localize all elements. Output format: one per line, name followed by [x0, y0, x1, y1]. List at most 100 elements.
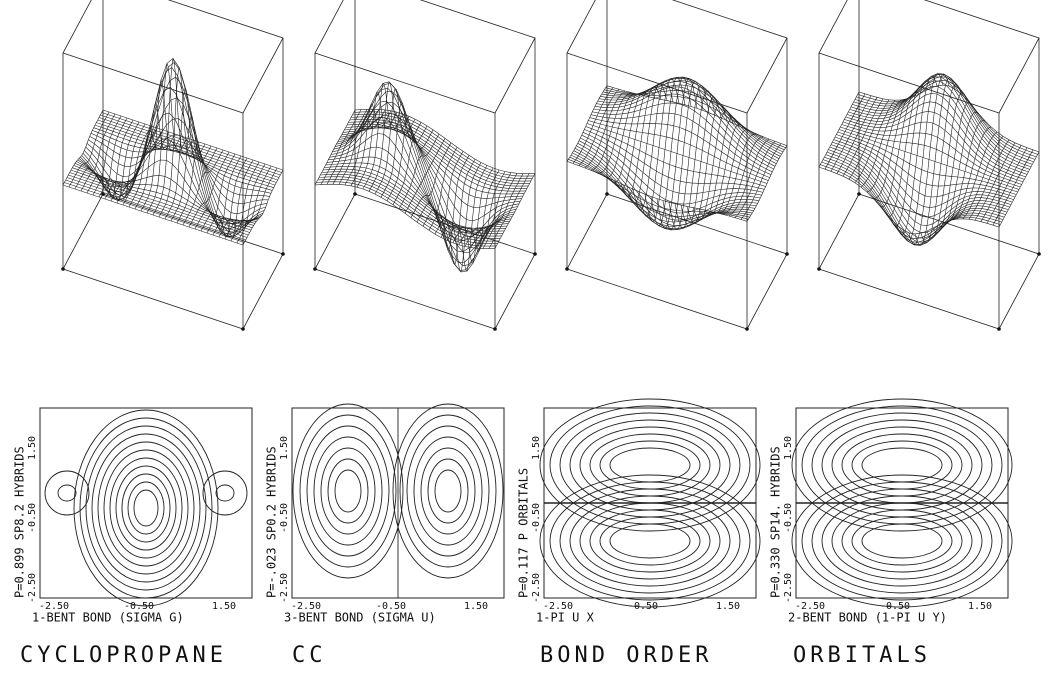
footer-word: CYCLOPROPANE [20, 643, 227, 668]
contour-line [127, 481, 165, 535]
mesh-line [604, 89, 785, 151]
mesh-line [998, 151, 1040, 228]
box-corner [857, 192, 861, 196]
mesh-line [81, 66, 262, 238]
mesh-line [321, 171, 502, 237]
mesh-line [829, 146, 1010, 234]
mesh-line [84, 61, 265, 233]
mesh-line [348, 121, 529, 187]
contour-line [392, 403, 504, 579]
contour-line [103, 449, 189, 567]
contour-line [579, 502, 721, 580]
mesh-line [440, 162, 482, 273]
x-tick-label: 1.50 [968, 601, 992, 612]
contour-line [91, 433, 201, 583]
contour-line [320, 447, 376, 535]
contour-line [811, 412, 993, 518]
mesh-line [740, 143, 782, 220]
contour-line [73, 409, 219, 607]
contour-line [313, 436, 383, 546]
box-corner [281, 252, 285, 256]
contour-line [841, 509, 963, 573]
y-tick-label: -0.50 [27, 503, 38, 533]
contour-line [109, 457, 183, 559]
panel-caption: 1-BENT BOND (SIGMA G) [32, 611, 184, 625]
box-edge [566, 0, 788, 114]
mesh-line [482, 173, 524, 249]
mesh-line [858, 84, 1040, 153]
mesh-line [354, 108, 536, 174]
mesh-line [746, 145, 788, 222]
box-corner [745, 327, 749, 331]
mesh-line [96, 122, 277, 183]
mesh-line [728, 138, 770, 217]
mesh-line [98, 117, 280, 178]
mesh-line [980, 145, 1022, 222]
mesh-line [606, 85, 788, 146]
contour-line [821, 419, 983, 511]
contour-line [79, 417, 213, 599]
contour-line [327, 458, 369, 524]
mesh-line [986, 147, 1028, 224]
contour-line [559, 488, 741, 594]
contour-line [44, 470, 90, 516]
box-edge [818, 0, 1040, 114]
mesh-line [242, 169, 284, 246]
contour-line [589, 433, 711, 497]
box-corner [61, 267, 65, 271]
y-tick-label: -2.50 [531, 573, 542, 603]
contour-line [406, 425, 490, 557]
mesh-line [349, 118, 530, 184]
mesh-line [230, 165, 272, 242]
mesh-line [362, 82, 404, 190]
box-corner [533, 252, 537, 256]
contour-line [841, 433, 963, 497]
panel-caption: 1-PI U X [536, 611, 595, 625]
panel-caption: 2-BENT BOND (1-PI U Y) [788, 611, 947, 625]
box-corner [785, 252, 789, 256]
footer-word: BOND ORDER [540, 643, 712, 668]
panel-caption: 3-BENT BOND (SIGMA U) [284, 611, 436, 625]
mesh-line [601, 80, 782, 155]
x-tick-label: -2.50 [795, 601, 825, 612]
box-corner [997, 327, 1001, 331]
mesh-line [218, 161, 260, 238]
side-label: P=-.023 SP0.2 HYBRIDS [265, 446, 279, 598]
contour-line [413, 436, 483, 546]
x-tick-label: -2.50 [291, 601, 321, 612]
footer-word: ORBITALS [793, 643, 931, 668]
contour-line [399, 414, 497, 568]
mesh-line [854, 74, 1036, 160]
mesh-line [848, 85, 1029, 173]
contour-line [121, 473, 171, 543]
y-tick-label: -0.50 [783, 503, 794, 533]
x-tick-label: -2.50 [39, 601, 69, 612]
mesh-line [594, 86, 776, 167]
contour-line [539, 474, 761, 608]
box-corner [353, 192, 357, 196]
mesh-line [70, 169, 252, 231]
contour-line [539, 398, 761, 532]
mesh-line [578, 140, 760, 221]
contour-line [569, 495, 731, 587]
contour-line [569, 419, 731, 511]
x-tick-label: -2.50 [543, 601, 573, 612]
mesh-line [236, 167, 278, 244]
side-label: P=0.330 SP14. HYBRIDS [769, 446, 783, 598]
contour-line [811, 488, 993, 594]
y-tick-label: 1.50 [279, 436, 290, 460]
contour-line [97, 441, 195, 575]
mesh-line [488, 173, 530, 249]
contour-line [306, 425, 390, 557]
mesh-line [824, 156, 1005, 246]
y-tick-label: 1.50 [783, 436, 794, 460]
contour-line [334, 469, 362, 513]
contour-line [420, 447, 476, 535]
contour-line [851, 516, 953, 566]
x-tick-label: -0.50 [628, 601, 658, 612]
contour-line [549, 481, 751, 601]
mesh-line [734, 141, 776, 218]
contour-line [801, 481, 1003, 601]
mesh-line [992, 149, 1034, 226]
mesh-line [821, 161, 1002, 243]
